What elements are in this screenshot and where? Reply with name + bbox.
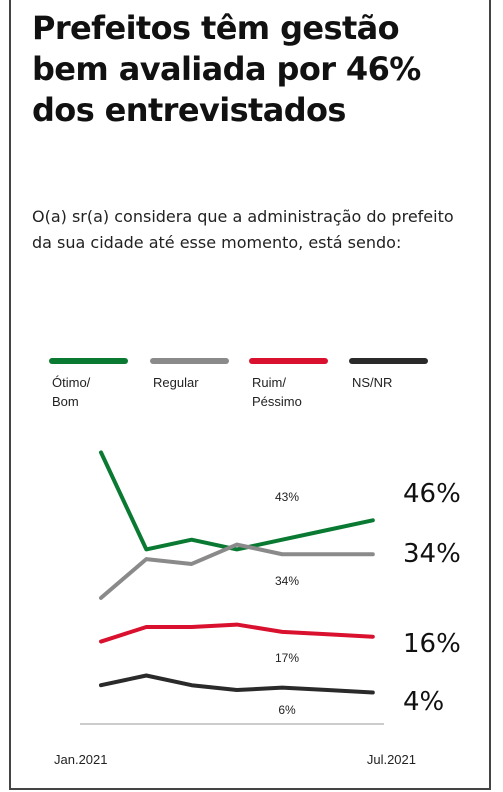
legend-label-1: Regular [153,375,199,390]
series-line-2 [99,622,375,644]
mid-value-label-3: 6% [278,703,296,717]
series-line-1 [99,542,375,600]
end-value-label-1: 34% [403,539,461,569]
mid-value-label-1: 34% [275,574,299,588]
legend-label-2: Ruim/ [252,375,286,390]
chart-subtitle: O(a) sr(a) considera que a administração… [32,207,454,252]
end-value-label-0: 46% [403,479,461,509]
series-line-3 [99,673,375,695]
x-tick-label-1: Jul.2021 [367,752,416,767]
legend-label-0: Ótimo/ [52,375,91,390]
x-tick-label-0: Jan.2021 [54,752,108,767]
figure-frame [9,0,491,790]
end-value-label-2: 16% [403,629,461,659]
mid-value-label-0: 43% [275,490,299,504]
mid-value-label-2: 17% [275,651,299,665]
end-value-label-3: 4% [403,687,444,717]
legend-label-3: NS/NR [352,375,392,390]
chart-title: Prefeitos têm gestão bem avaliada por 46… [32,9,421,129]
series-line-0 [99,450,375,552]
legend-label-0: Bom [52,394,79,409]
legend-label-2: Péssimo [252,394,302,409]
